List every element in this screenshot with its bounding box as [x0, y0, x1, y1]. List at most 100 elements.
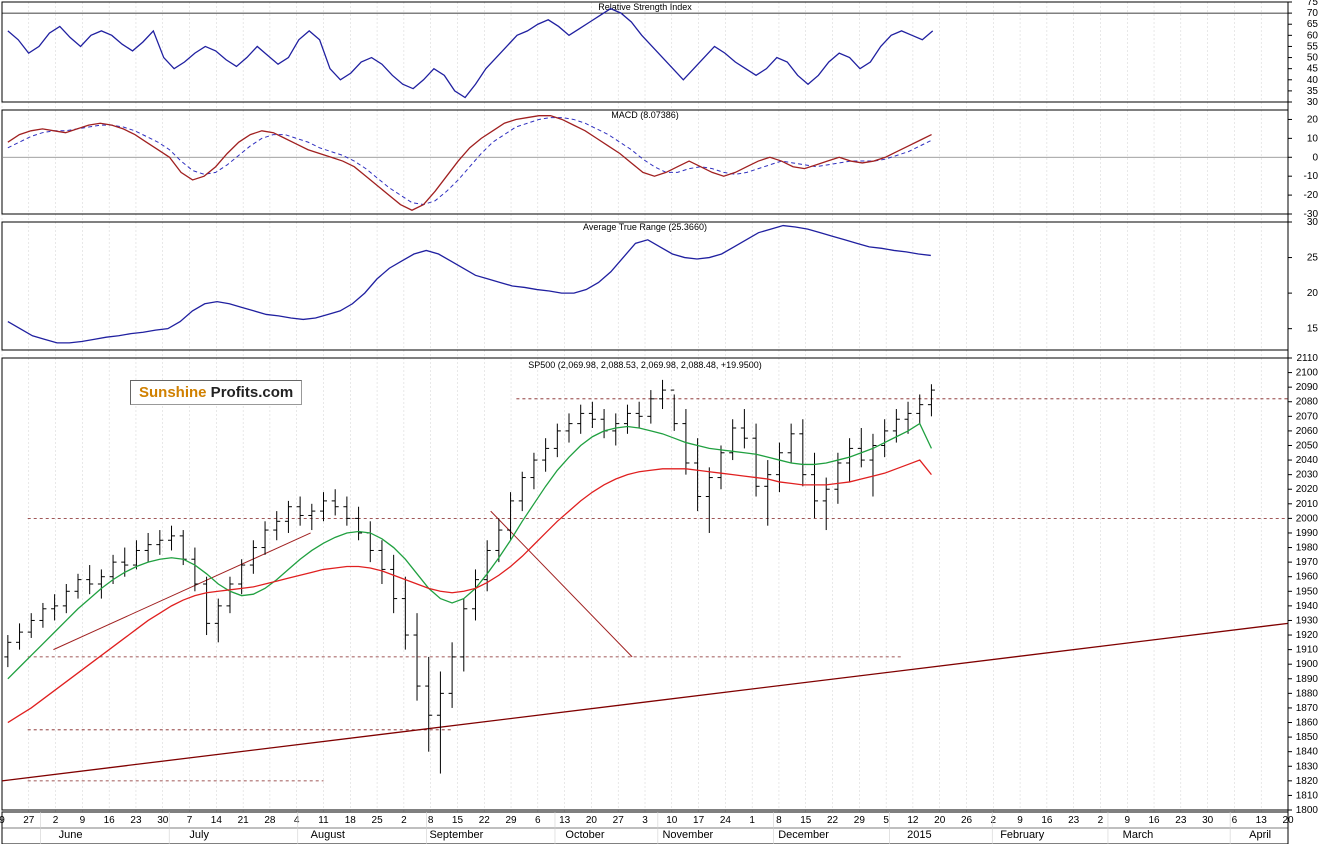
svg-text:20: 20: [1307, 288, 1319, 299]
svg-text:2020: 2020: [1296, 484, 1319, 495]
watermark-text-2: Profits.com: [207, 384, 294, 401]
svg-text:60: 60: [1307, 30, 1319, 41]
svg-text:1920: 1920: [1296, 630, 1319, 641]
svg-text:August: August: [311, 829, 345, 841]
svg-text:1840: 1840: [1296, 747, 1319, 758]
svg-text:13: 13: [559, 815, 571, 826]
svg-text:2000: 2000: [1296, 513, 1319, 524]
svg-text:1980: 1980: [1296, 543, 1319, 554]
svg-text:21: 21: [238, 815, 250, 826]
svg-text:22: 22: [827, 815, 839, 826]
svg-text:17: 17: [693, 815, 705, 826]
svg-text:1890: 1890: [1296, 674, 1319, 685]
svg-text:2070: 2070: [1296, 411, 1319, 422]
svg-text:40: 40: [1307, 75, 1319, 86]
svg-text:30: 30: [1307, 217, 1319, 228]
svg-text:2030: 2030: [1296, 470, 1319, 481]
svg-text:23: 23: [130, 815, 142, 826]
svg-text:7: 7: [187, 815, 193, 826]
svg-text:14: 14: [211, 815, 223, 826]
svg-text:1940: 1940: [1296, 601, 1319, 612]
watermark-text-1: Sunshine: [139, 384, 207, 401]
svg-text:1990: 1990: [1296, 528, 1319, 539]
svg-text:2: 2: [1098, 815, 1104, 826]
svg-text:10: 10: [666, 815, 678, 826]
svg-text:24: 24: [720, 815, 732, 826]
svg-text:1860: 1860: [1296, 718, 1319, 729]
svg-text:2080: 2080: [1296, 397, 1319, 408]
svg-text:2050: 2050: [1296, 440, 1319, 451]
svg-text:5: 5: [883, 815, 889, 826]
svg-text:February: February: [1000, 829, 1045, 841]
svg-text:6: 6: [1232, 815, 1238, 826]
svg-text:Average True Range (25.3660): Average True Range (25.3660): [583, 222, 707, 232]
svg-text:23: 23: [1068, 815, 1080, 826]
svg-text:2: 2: [401, 815, 407, 826]
svg-text:27: 27: [613, 815, 625, 826]
svg-text:55: 55: [1307, 41, 1319, 52]
svg-text:1870: 1870: [1296, 703, 1319, 714]
svg-text:2060: 2060: [1296, 426, 1319, 437]
svg-text:-20: -20: [1304, 190, 1319, 201]
svg-text:1820: 1820: [1296, 776, 1319, 787]
svg-text:November: November: [662, 829, 713, 841]
svg-text:30: 30: [1307, 97, 1319, 108]
svg-text:1880: 1880: [1296, 688, 1319, 699]
svg-text:13: 13: [1256, 815, 1268, 826]
svg-text:16: 16: [1148, 815, 1160, 826]
svg-text:1930: 1930: [1296, 615, 1319, 626]
svg-text:2: 2: [991, 815, 997, 826]
svg-text:15: 15: [800, 815, 812, 826]
svg-text:10: 10: [1307, 133, 1319, 144]
svg-text:25: 25: [372, 815, 384, 826]
svg-text:9: 9: [0, 815, 5, 826]
svg-text:March: March: [1123, 829, 1154, 841]
svg-text:27: 27: [23, 815, 35, 826]
svg-text:11: 11: [318, 815, 329, 826]
watermark-badge: Sunshine Profits.com: [130, 380, 302, 405]
svg-text:35: 35: [1307, 86, 1319, 97]
svg-text:75: 75: [1307, 0, 1319, 8]
svg-text:23: 23: [1175, 815, 1187, 826]
svg-text:2040: 2040: [1296, 455, 1319, 466]
svg-text:30: 30: [157, 815, 169, 826]
svg-text:65: 65: [1307, 19, 1319, 30]
svg-text:1970: 1970: [1296, 557, 1319, 568]
svg-text:20: 20: [934, 815, 946, 826]
svg-text:9: 9: [1124, 815, 1130, 826]
svg-text:15: 15: [452, 815, 464, 826]
svg-text:1: 1: [749, 815, 755, 826]
svg-text:1810: 1810: [1296, 790, 1319, 801]
svg-text:-10: -10: [1304, 171, 1319, 182]
svg-text:9: 9: [1017, 815, 1023, 826]
svg-text:0: 0: [1312, 152, 1318, 163]
svg-text:2110: 2110: [1296, 353, 1318, 364]
svg-text:July: July: [189, 829, 209, 841]
svg-text:2: 2: [53, 815, 59, 826]
svg-text:SP500 (2,069.98, 2,088.53, 2,0: SP500 (2,069.98, 2,088.53, 2,069.98, 2,0…: [528, 360, 761, 370]
svg-text:MACD (8.07386): MACD (8.07386): [611, 110, 679, 120]
svg-text:3: 3: [642, 815, 648, 826]
svg-text:April: April: [1249, 829, 1271, 841]
svg-text:18: 18: [345, 815, 357, 826]
svg-text:28: 28: [264, 815, 276, 826]
svg-text:2010: 2010: [1296, 499, 1319, 510]
svg-text:22: 22: [479, 815, 491, 826]
svg-text:12: 12: [907, 815, 919, 826]
svg-text:1830: 1830: [1296, 761, 1319, 772]
svg-text:6: 6: [535, 815, 541, 826]
svg-text:8: 8: [428, 815, 434, 826]
svg-text:December: December: [778, 829, 829, 841]
svg-text:September: September: [429, 829, 483, 841]
svg-text:29: 29: [505, 815, 517, 826]
svg-text:October: October: [565, 829, 604, 841]
svg-text:4: 4: [294, 815, 300, 826]
svg-text:20: 20: [1307, 114, 1319, 125]
svg-text:9: 9: [80, 815, 86, 826]
svg-text:1900: 1900: [1296, 659, 1319, 670]
svg-text:Relative Strength Index: Relative Strength Index: [598, 2, 692, 12]
svg-text:16: 16: [1041, 815, 1053, 826]
svg-text:8: 8: [776, 815, 782, 826]
svg-text:70: 70: [1307, 8, 1319, 19]
svg-text:2090: 2090: [1296, 382, 1319, 393]
